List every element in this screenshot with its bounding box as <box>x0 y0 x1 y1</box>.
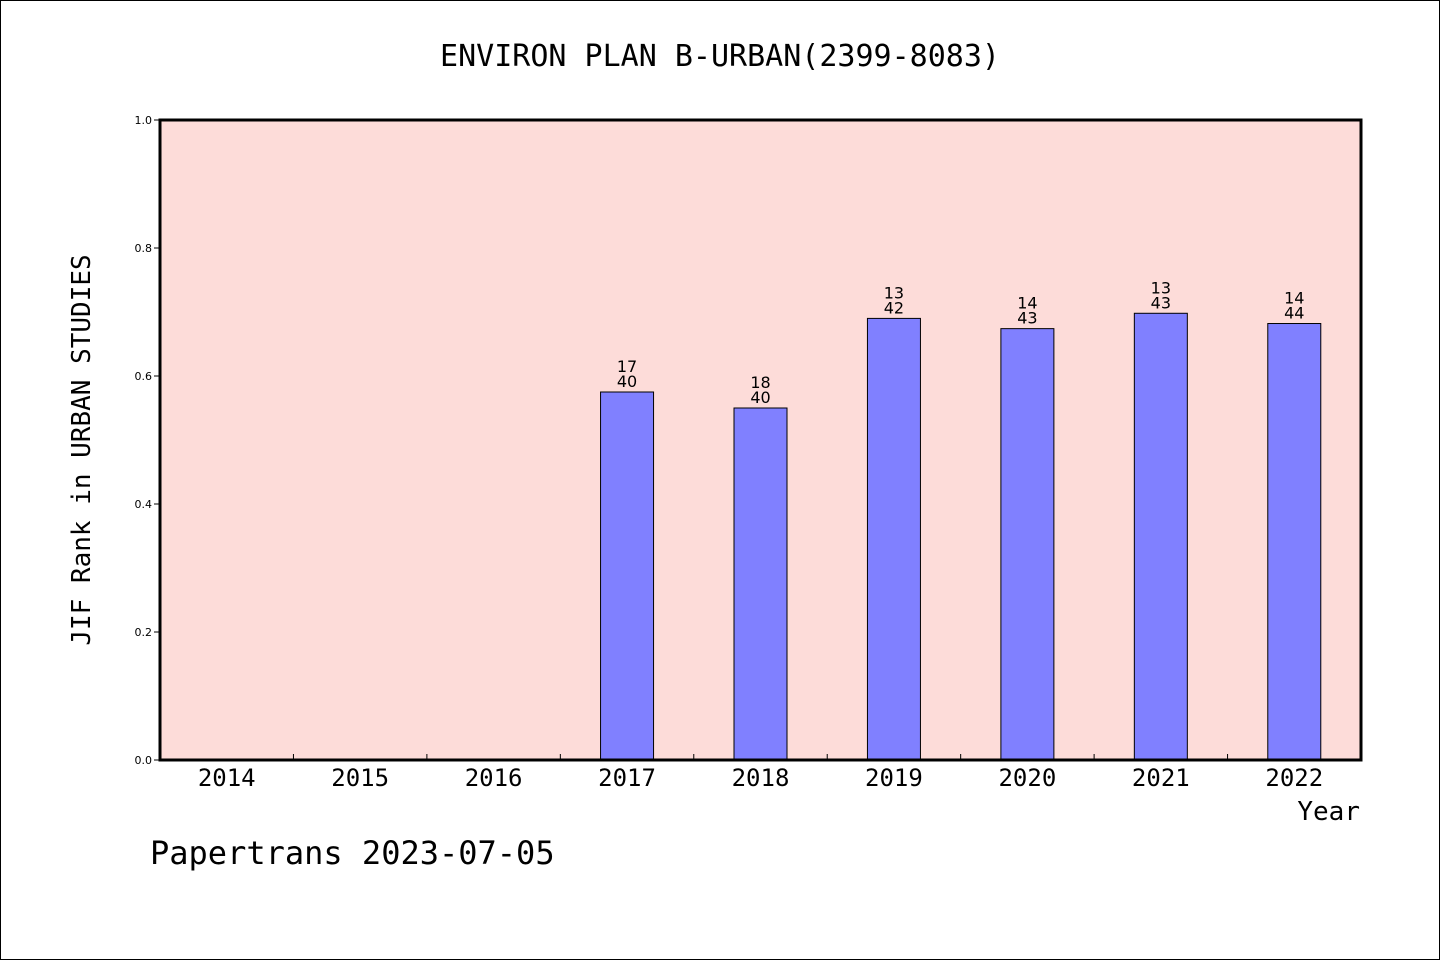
bar-total-label: 44 <box>1284 304 1304 323</box>
bar-total-label: 43 <box>1151 293 1171 312</box>
x-tick-label: 2020 <box>998 764 1056 792</box>
x-tick-label: 2017 <box>598 764 656 792</box>
bar-rank-label: 17 <box>617 357 637 376</box>
y-tick-label: 0.8 <box>135 242 153 255</box>
y-tick-label: 0.6 <box>135 370 153 383</box>
bar-rank-label: 13 <box>884 283 904 302</box>
plot-border <box>158 118 1363 762</box>
bars-group <box>600 312 1322 761</box>
bar-rank-label: 13 <box>1151 278 1171 297</box>
y-tick-label: 0.0 <box>135 754 153 767</box>
y-axis-ticks: 0.0 0.2 0.4 0.6 0.8 1.0 <box>135 114 160 767</box>
y-tick-label: 0.4 <box>135 498 153 511</box>
y-tick-label: 0.2 <box>135 626 153 639</box>
bar-total-label: 40 <box>750 388 770 407</box>
x-axis-label: Year <box>1297 797 1360 827</box>
bar-2019 <box>866 317 921 761</box>
bar-total-label: 42 <box>884 298 904 317</box>
y-axis-label: JIF Rank in URBAN STUDIES <box>67 254 97 645</box>
x-tick-label: 2016 <box>465 764 523 792</box>
bar-2017 <box>600 391 655 761</box>
footer-credit: Papertrans 2023-07-05 <box>150 834 555 872</box>
x-tick-label: 2018 <box>732 764 790 792</box>
bar-rank-label: 18 <box>750 373 770 392</box>
bar-rank-label: 14 <box>1017 294 1037 313</box>
bar-2020 <box>1000 328 1055 761</box>
x-tick-label: 2022 <box>1265 764 1323 792</box>
x-tick-label: 2019 <box>865 764 923 792</box>
bar-2022 <box>1267 323 1322 761</box>
y-tick-label: 1.0 <box>135 114 153 127</box>
bar-total-label: 40 <box>617 372 637 391</box>
chart-title: ENVIRON PLAN B-URBAN(2399-8083) <box>440 39 1000 74</box>
x-tick-label: 2014 <box>198 764 256 792</box>
bar-total-label: 43 <box>1017 309 1037 328</box>
bar-2021 <box>1133 312 1188 761</box>
x-tick-label: 2015 <box>331 764 389 792</box>
x-axis-ticks: 2014 2015 2016 2017 2018 2019 2020 2021 2022 <box>198 754 1323 792</box>
bar-2018 <box>733 407 788 761</box>
x-tick-label: 2021 <box>1132 764 1190 792</box>
bar-rank-label: 14 <box>1284 289 1304 308</box>
